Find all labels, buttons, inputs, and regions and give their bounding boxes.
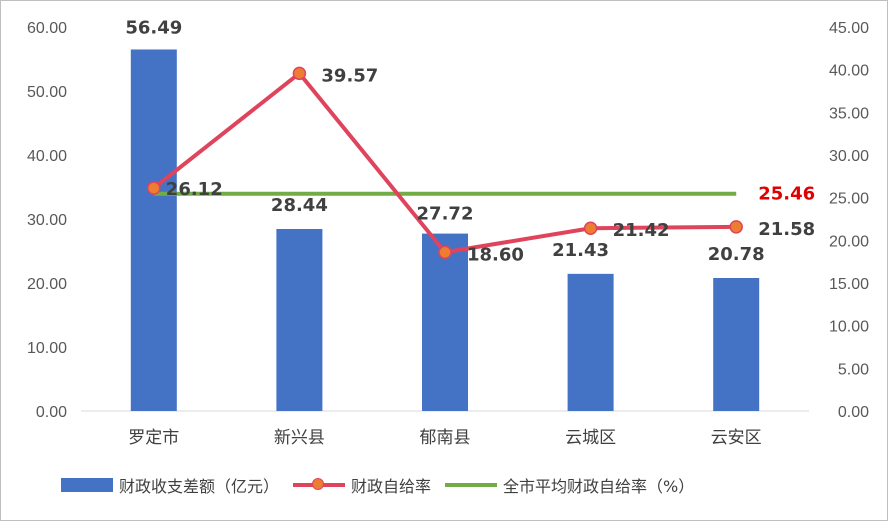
right-tick-label: 20.00	[829, 233, 869, 250]
legend-label-line: 财政自给率	[351, 477, 432, 496]
left-tick-label: 50.00	[27, 84, 67, 101]
left-tick-label: 30.00	[27, 212, 67, 229]
bar-data-label: 20.78	[708, 244, 765, 265]
ratio-point	[292, 66, 307, 81]
bar-data-label: 27.72	[417, 204, 474, 225]
right-tick-label: 30.00	[829, 148, 869, 165]
legend-label-avg: 全市平均财政自给率（%）	[503, 477, 695, 496]
category-label: 新兴县	[274, 428, 325, 448]
right-tick-label: 45.00	[829, 20, 869, 37]
right-tick-label: 10.00	[829, 319, 869, 336]
bar-data-label: 28.44	[271, 195, 328, 216]
bar-data-label: 56.49	[125, 17, 182, 38]
right-tick-label: 5.00	[838, 361, 869, 378]
ratio-point	[583, 221, 598, 235]
bar-data-label: 21.43	[552, 240, 609, 261]
bar	[567, 273, 614, 411]
right-tick-label: 15.00	[829, 276, 869, 293]
legend-item-avg: 全市平均财政自给率（%）	[445, 473, 694, 497]
chart: 0.00 10.00 20.00 30.00 40.00 50.00 60.00 0.00 5.…	[27, 17, 869, 448]
right-tick-label: 0.00	[838, 404, 869, 421]
right-tick-label: 25.00	[829, 191, 869, 208]
right-tick-label: 35.00	[829, 105, 869, 122]
ratio-data-label: 26.12	[166, 179, 223, 200]
ratio-point	[729, 220, 743, 234]
legend: 财政收支差额（亿元） 财政自给率 全市平均财政自给率（%）	[61, 473, 694, 497]
legend-item-bar: 财政收支差额（亿元）	[61, 473, 279, 497]
category-label: 云城区	[565, 428, 616, 448]
left-tick-label: 60.00	[27, 20, 67, 37]
legend-swatch-line	[293, 478, 346, 490]
left-tick-label: 0.00	[36, 404, 67, 421]
legend-swatch-avg	[445, 483, 498, 487]
legend-swatch-bar	[61, 478, 113, 492]
bar	[130, 49, 177, 412]
legend-label-bar: 财政收支差额（亿元）	[119, 477, 280, 496]
ratio-data-label: 18.60	[467, 244, 524, 265]
ratio-data-label: 21.42	[613, 220, 670, 241]
ratio-point	[438, 245, 452, 260]
average-data-label: 25.46	[758, 184, 815, 205]
category-label: 郁南县	[420, 428, 471, 448]
right-tick-label: 40.00	[829, 63, 869, 80]
bar	[422, 233, 468, 411]
legend-item-line: 财政自给率	[293, 473, 431, 497]
ratio-point	[147, 181, 161, 195]
ratio-data-label: 39.57	[321, 65, 378, 86]
category-label: 云安区	[711, 428, 762, 448]
bar	[713, 278, 760, 411]
left-tick-label: 40.00	[27, 148, 67, 165]
left-tick-label: 10.00	[27, 340, 67, 357]
category-label: 罗定市	[128, 428, 179, 448]
bar	[276, 228, 323, 411]
ratio-data-label: 21.58	[758, 219, 815, 240]
left-tick-label: 20.00	[27, 276, 67, 293]
